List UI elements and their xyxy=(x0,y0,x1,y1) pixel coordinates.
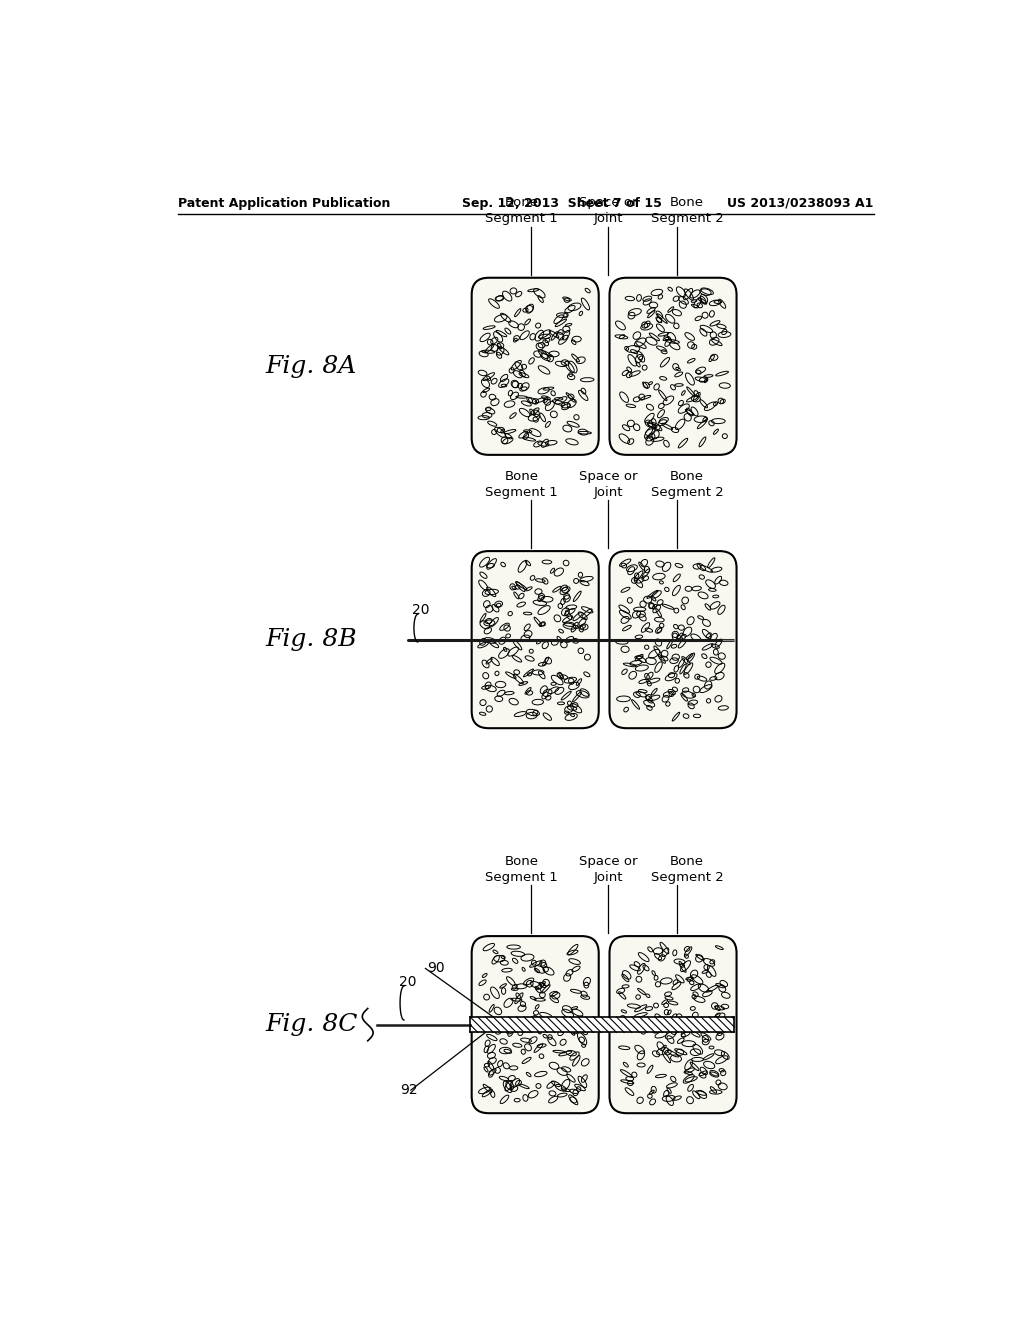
Text: Bone
Segment 2: Bone Segment 2 xyxy=(650,470,723,499)
FancyBboxPatch shape xyxy=(609,552,736,729)
Text: Bone
Segment 1: Bone Segment 1 xyxy=(485,197,558,226)
Text: Fig. 8C: Fig. 8C xyxy=(265,1014,357,1036)
FancyBboxPatch shape xyxy=(472,552,599,729)
Text: Bone
Segment 2: Bone Segment 2 xyxy=(650,197,723,226)
Text: Patent Application Publication: Patent Application Publication xyxy=(178,197,391,210)
FancyBboxPatch shape xyxy=(472,277,599,455)
Text: Bone
Segment 1: Bone Segment 1 xyxy=(485,855,558,884)
Text: Sep. 12, 2013  Sheet 7 of 15: Sep. 12, 2013 Sheet 7 of 15 xyxy=(462,197,662,210)
Text: 20: 20 xyxy=(398,975,416,989)
Text: Bone
Segment 1: Bone Segment 1 xyxy=(485,470,558,499)
Text: Space or
Joint: Space or Joint xyxy=(579,855,637,884)
Text: 20: 20 xyxy=(413,603,430,618)
Text: Fig. 8B: Fig. 8B xyxy=(265,628,357,651)
Text: US 2013/0238093 A1: US 2013/0238093 A1 xyxy=(727,197,873,210)
FancyBboxPatch shape xyxy=(609,277,736,455)
Text: 90: 90 xyxy=(427,961,444,975)
FancyBboxPatch shape xyxy=(472,936,599,1113)
Text: Space or
Joint: Space or Joint xyxy=(579,197,637,226)
Text: Space or
Joint: Space or Joint xyxy=(579,470,637,499)
Text: Bone
Segment 2: Bone Segment 2 xyxy=(650,855,723,884)
Bar xyxy=(470,1016,734,1032)
FancyBboxPatch shape xyxy=(609,936,736,1113)
Text: Fig. 8A: Fig. 8A xyxy=(265,355,356,378)
Text: 92: 92 xyxy=(400,1084,418,1097)
Bar xyxy=(470,1016,734,1032)
